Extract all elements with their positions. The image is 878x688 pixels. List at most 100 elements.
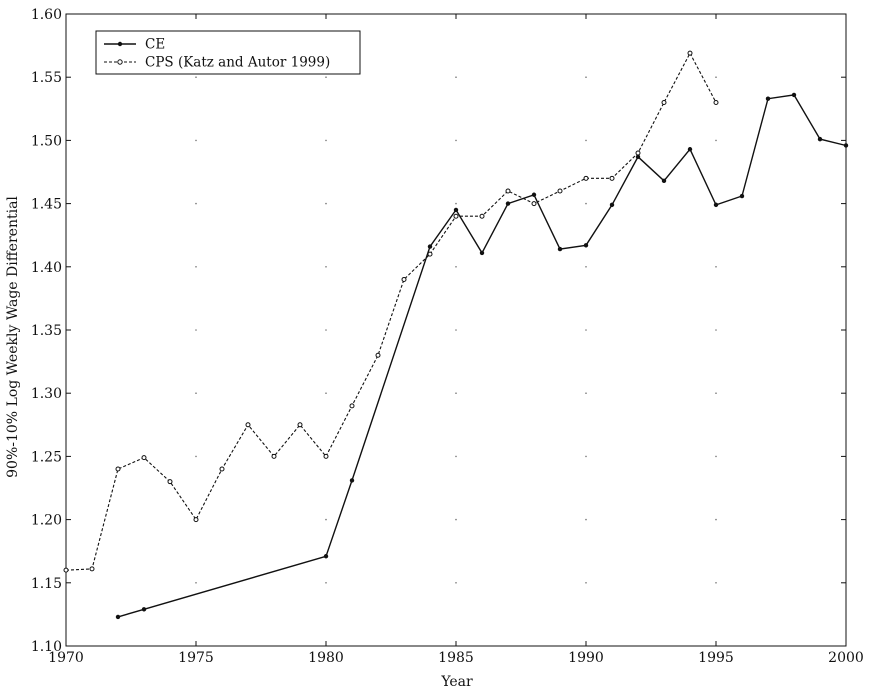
legend-marker-cps	[117, 59, 123, 65]
data-point-ce	[427, 244, 433, 249]
grid-dot	[715, 392, 717, 395]
data-point-ce	[141, 607, 147, 612]
grid-dot	[325, 392, 327, 395]
data-point-cps	[479, 213, 485, 219]
data-point-cps	[713, 99, 719, 105]
x-tick-label: 1990	[568, 650, 604, 666]
y-tick-label: 1.10	[31, 639, 62, 655]
data-point-ce	[713, 202, 719, 208]
data-point-cps	[505, 188, 511, 194]
grid-dot	[325, 329, 327, 331]
y-tick-label: 1.60	[31, 7, 62, 23]
grid	[195, 76, 717, 584]
legend-label-ce: CE	[145, 37, 165, 53]
data-point-cps	[609, 175, 615, 181]
grid-dot	[585, 139, 587, 142]
data-point-cps	[63, 567, 69, 573]
data-point-cps	[375, 352, 381, 358]
data-point-ce	[635, 154, 641, 160]
x-tick-label: 1975	[178, 650, 214, 666]
data-point-cps	[557, 188, 563, 194]
x-tick-label: 1995	[698, 650, 734, 666]
data-point-ce	[505, 201, 511, 206]
grid-dot	[325, 518, 327, 521]
data-point-ce	[531, 192, 537, 197]
grid-dot	[195, 266, 197, 268]
data-point-ce	[843, 143, 849, 148]
x-axis-title: Year	[440, 674, 473, 688]
y-tick-label: 1.30	[31, 386, 62, 402]
grid-dot	[325, 266, 327, 268]
data-point-cps	[219, 466, 225, 472]
grid-dot	[325, 202, 327, 205]
y-tick-label: 1.45	[31, 197, 62, 213]
series-ce	[115, 92, 849, 620]
grid-dot	[455, 329, 457, 331]
grid-dot	[585, 76, 587, 78]
y-tick-label: 1.40	[31, 260, 62, 276]
grid-dot	[585, 455, 587, 458]
grid-dot	[715, 518, 717, 521]
y-tick-label: 1.20	[31, 513, 62, 529]
data-point-ce	[453, 207, 459, 213]
data-point-cps	[245, 422, 251, 428]
y-tick-label: 1.35	[31, 323, 62, 339]
y-tick-label: 1.55	[31, 70, 62, 86]
data-point-cps	[167, 479, 173, 485]
grid-dot	[455, 582, 457, 584]
legend: CE CPS (Katz and Autor 1999)	[95, 30, 361, 75]
grid-dot	[455, 76, 457, 78]
data-point-ce	[479, 250, 485, 256]
data-point-ce	[349, 478, 355, 483]
grid-dot	[455, 392, 457, 395]
x-tick-label: 1970	[48, 650, 84, 666]
grid-dot	[195, 392, 197, 395]
data-point-cps	[297, 422, 303, 428]
grid-dot	[455, 518, 457, 521]
data-point-cps	[453, 213, 459, 219]
grid-dot	[195, 202, 197, 205]
y-tick-label: 1.25	[31, 449, 62, 465]
grid-dot	[195, 139, 197, 142]
data-point-cps	[531, 201, 537, 207]
data-point-cps	[583, 175, 589, 181]
grid-dot	[325, 139, 327, 142]
series-line-cps	[65, 52, 717, 571]
x-tick-label: 2000	[828, 650, 864, 666]
series-line-ce	[117, 94, 847, 618]
grid-dot	[455, 202, 457, 205]
y-axis: 1.10 1.15 1.20 1.25 1.30 1.35 1.40 1.45 1.50 1.55…	[31, 7, 846, 655]
data-point-ce	[323, 554, 329, 559]
data-point-cps	[141, 455, 147, 461]
data-point-cps	[661, 99, 667, 105]
legend-label-cps: CPS (Katz and Autor 1999)	[145, 55, 330, 71]
data-point-cps	[115, 466, 121, 472]
data-point-ce	[817, 136, 823, 142]
grid-dot	[715, 455, 717, 458]
data-point-ce	[739, 193, 745, 199]
grid-dot	[195, 582, 197, 584]
y-tick-label: 1.50	[31, 133, 62, 149]
grid-dot	[195, 329, 197, 331]
data-point-cps	[193, 517, 199, 523]
grid-dot	[585, 582, 587, 584]
y-axis-title: 90%-10% Log Weekly Wage Differential	[5, 196, 21, 478]
grid-dot	[715, 329, 717, 331]
y-tick-label: 1.15	[31, 576, 62, 592]
data-point-ce	[115, 614, 121, 620]
grid-dot	[585, 392, 587, 395]
series-layer	[63, 50, 849, 620]
grid-dot	[455, 139, 457, 142]
data-point-cps	[323, 453, 329, 459]
grid-dot	[715, 76, 717, 78]
grid-dot	[585, 329, 587, 331]
series-cps	[63, 50, 719, 573]
data-point-cps	[349, 403, 355, 409]
data-point-cps	[89, 566, 95, 572]
data-point-cps	[401, 276, 407, 282]
grid-dot	[585, 202, 587, 205]
data-point-ce	[661, 178, 667, 184]
data-point-ce	[557, 246, 563, 252]
grid-dot	[455, 455, 457, 458]
